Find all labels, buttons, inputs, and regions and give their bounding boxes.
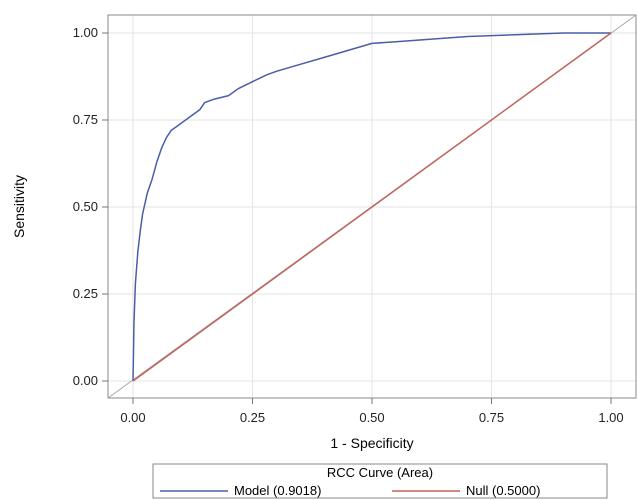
legend-box: [152, 463, 608, 499]
y-tick-label: 0.75: [73, 112, 98, 127]
legend-title: RCC Curve (Area): [327, 465, 433, 480]
x-axis-label: 1 - Specificity: [330, 435, 413, 451]
y-tick-label: 0.50: [73, 199, 98, 214]
y-axis-ticks: 0.00 0.25 0.50 0.75 1.00: [73, 25, 108, 388]
x-axis-ticks: 0.00 0.25 0.50 0.75 1.00: [120, 398, 624, 425]
legend: RCC Curve (Area) Model (0.9018) Null (0.…: [152, 463, 608, 499]
x-tick-label: 0.25: [240, 410, 265, 425]
model-roc-curve: [132, 32, 611, 382]
x-tick-label: 0.00: [120, 410, 145, 425]
null-roc-line: [132, 32, 612, 382]
legend-entry-model: Model (0.9018): [234, 483, 321, 498]
y-tick-label: 0.25: [73, 286, 98, 301]
x-tick-label: 0.50: [359, 410, 384, 425]
x-tick-label: 0.75: [479, 410, 504, 425]
series-layer: [132, 32, 612, 382]
x-tick-label: 1.00: [598, 410, 623, 425]
y-tick-label: 1.00: [73, 25, 98, 40]
y-axis-label: Sensitivity: [11, 175, 27, 238]
y-tick-label: 0.00: [73, 373, 98, 388]
legend-entry-null: Null (0.5000): [466, 483, 540, 498]
